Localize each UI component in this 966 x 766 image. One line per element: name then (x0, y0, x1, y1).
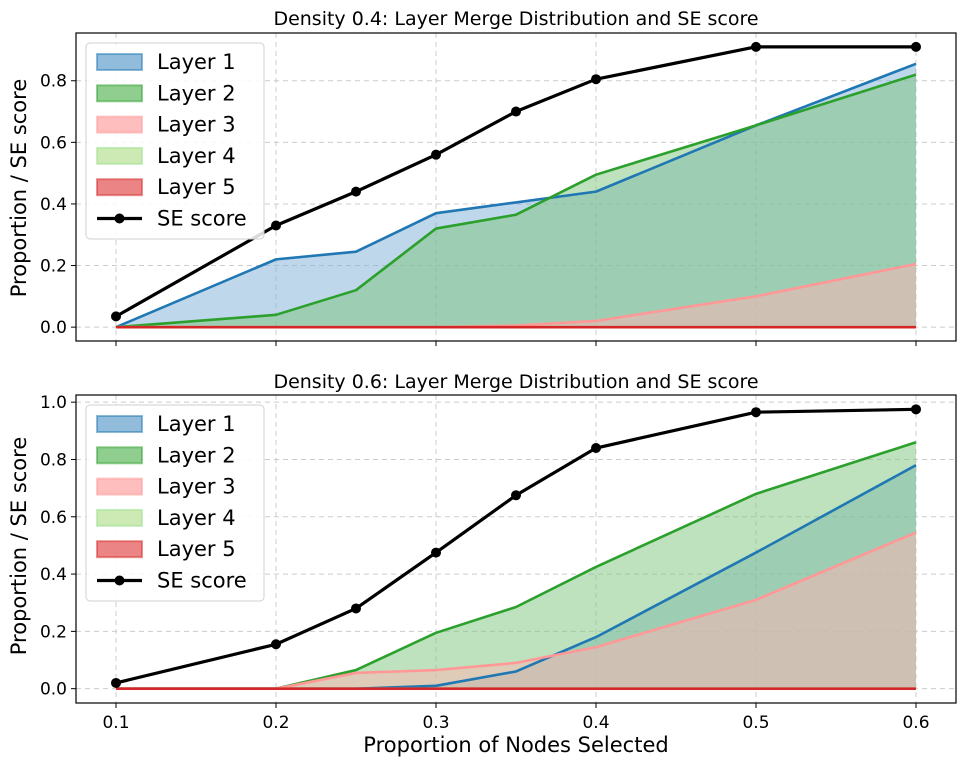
se-score-line (115, 407, 917, 685)
x-tick-label: 0.3 (422, 713, 449, 733)
x-tick-label: 0.5 (742, 713, 769, 733)
se-score-point (351, 603, 361, 614)
y-tick-label: 0.2 (40, 257, 67, 277)
x-axis-label: Proportion of Nodes Selected (363, 733, 668, 757)
legend-swatch (96, 540, 143, 559)
x-tick-label: 0.4 (582, 713, 609, 733)
se-score-point (351, 186, 361, 197)
line-layer-1 (115, 62, 917, 329)
se-score-point (911, 404, 921, 415)
y-tick-label: 0.8 (40, 72, 67, 92)
se-score-point (751, 41, 761, 52)
y-tick-label: 0.4 (40, 195, 67, 215)
se-score-point (431, 547, 441, 558)
legend-swatch (96, 115, 143, 134)
legend-label: Layer 1 (157, 412, 236, 436)
legend-label: Layer 5 (157, 175, 236, 199)
se-score-point (111, 677, 121, 688)
legend-label: SE score (157, 207, 247, 231)
x-tick-label: 0.2 (262, 713, 289, 733)
plot-frame (75, 32, 957, 342)
se-score-point (591, 443, 601, 454)
y-tick-label: 1.0 (40, 393, 67, 413)
legend-label: Layer 1 (157, 50, 236, 74)
se-score-point (271, 220, 281, 231)
legend-swatch (96, 84, 143, 103)
se-score-point (111, 311, 121, 322)
legend-label: Layer 3 (157, 113, 236, 137)
chart-title-top: Density 0.4: Layer Merge Distribution an… (273, 8, 758, 30)
y-axis-label-bottom: Proportion / SE score (7, 437, 31, 655)
legend-swatch (96, 415, 143, 433)
legend-top: Layer 1 Layer 2 Layer 3 Layer 4 Layer 5 SE sc… (85, 42, 265, 240)
y-tick-label: 0.0 (40, 680, 67, 700)
legend-swatch (96, 178, 143, 197)
legend-bottom: Layer 1 Layer 2 Layer 3 Layer 4 Layer 5 SE sc… (85, 404, 265, 602)
se-score-point (431, 149, 441, 160)
legend-label: Layer 4 (157, 144, 236, 168)
y-tick-label: 0.8 (40, 450, 67, 470)
y-axis-label-top: Proportion / SE score (7, 79, 31, 297)
legend-label: SE score (157, 569, 247, 593)
y-tick-label: 0.4 (40, 565, 67, 585)
line-layer-2 (115, 73, 917, 329)
chart-title-bottom: Density 0.6: Layer Merge Distribution an… (273, 371, 758, 393)
legend-swatch (96, 146, 143, 165)
legend-label: Layer 5 (157, 537, 236, 561)
legend-swatch (96, 477, 143, 496)
se-score-point (271, 639, 281, 650)
y-tick-label: 0.0 (40, 318, 67, 338)
y-tick-label: 0.6 (40, 508, 67, 528)
legend-label: Layer 4 (157, 506, 236, 530)
chart-panel-bottom: 0.0 0.2 0.4 0.6 0.8 1.0 0.1 0.2 0.3 0.4 0.5 0.6 Laye… (40, 393, 957, 733)
area-layer-3 (116, 532, 916, 689)
line-layer-3 (116, 531, 917, 690)
plot-frame (75, 394, 957, 704)
y-tick-label: 0.2 (40, 622, 67, 642)
se-score-point (911, 41, 921, 52)
legend-swatch-marker (114, 213, 125, 224)
legend-swatch (96, 53, 143, 71)
legend-swatch (96, 446, 143, 465)
se-score-point (591, 74, 601, 85)
legend-label: Layer 2 (157, 443, 236, 467)
y-tick-label: 0.6 (40, 133, 67, 153)
legend-swatch-marker (114, 575, 125, 586)
se-score-point (751, 407, 761, 418)
legend-swatch (96, 508, 143, 527)
se-score-line (115, 45, 916, 318)
se-score-point (511, 490, 521, 501)
x-tick-label: 0.1 (102, 713, 129, 733)
area-layer-3 (116, 264, 916, 328)
legend-label: Layer 3 (157, 475, 236, 499)
legend-label: Layer 2 (157, 81, 236, 105)
se-score-point (511, 106, 521, 117)
x-tick-label: 0.6 (902, 713, 929, 733)
